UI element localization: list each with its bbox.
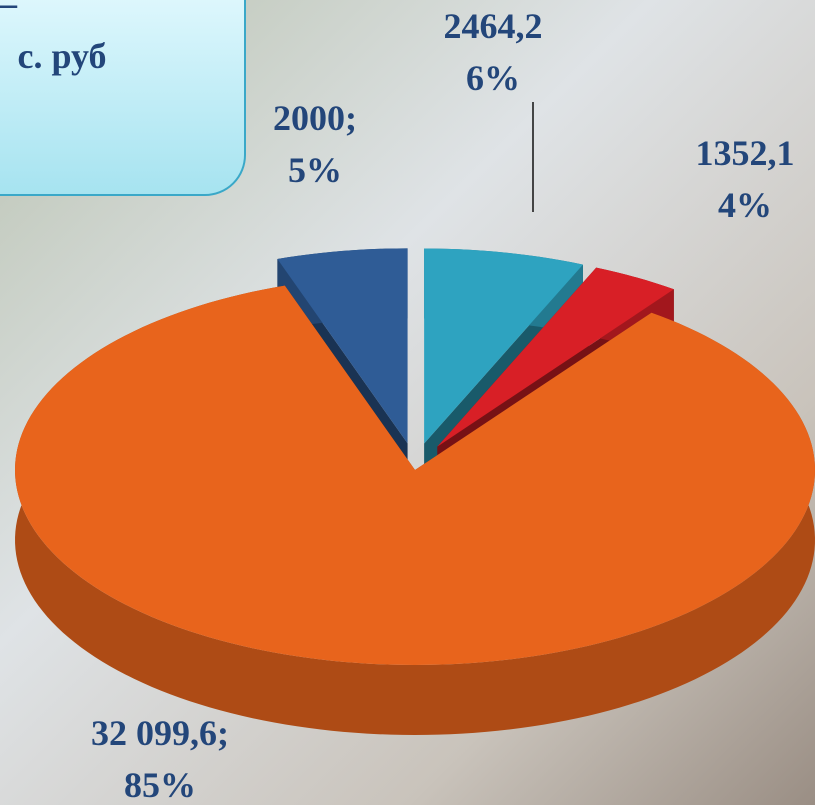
data-label: 2000;: [273, 98, 357, 138]
percent-label: 85%: [124, 765, 196, 805]
percent-label: 5%: [288, 150, 342, 190]
title-line: с. руб: [17, 36, 106, 76]
data-label: 32 099,6;: [91, 713, 229, 753]
data-label: 2464,2: [444, 6, 543, 46]
data-label: 1352,1: [696, 133, 795, 173]
percent-label: 6%: [466, 58, 520, 98]
title-bubble: [0, 0, 245, 195]
slide: – с. руб 2464,2 6% 1352,1 4% 32 099,6; 85% 200…: [0, 0, 815, 805]
title-line: –: [0, 0, 18, 23]
percent-label: 4%: [718, 185, 772, 225]
